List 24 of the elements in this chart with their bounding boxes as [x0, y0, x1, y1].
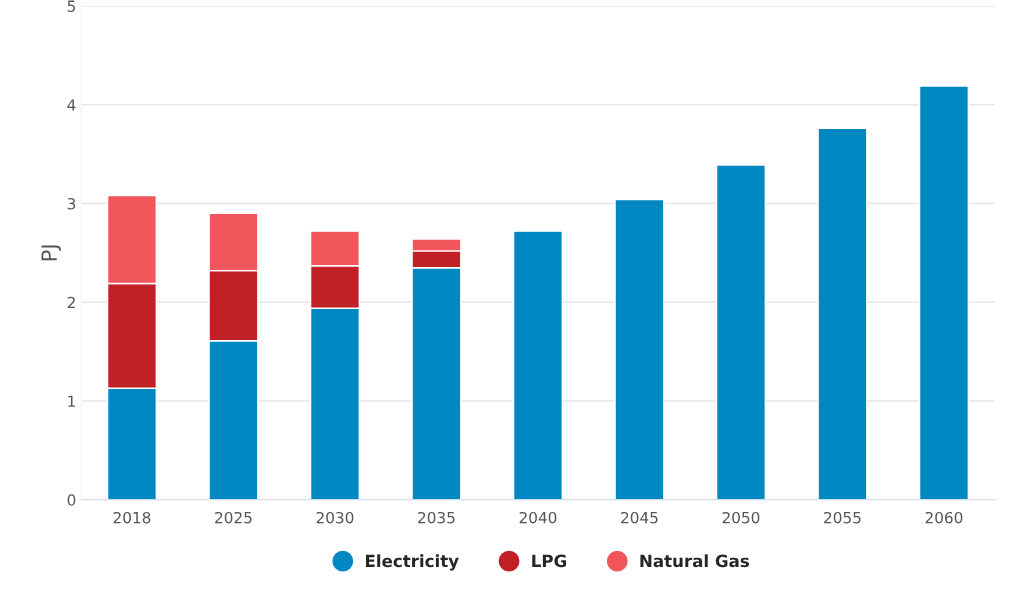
y-tick-label: 0: [67, 494, 76, 506]
x-tick-label: 2030: [316, 511, 354, 524]
y-tick-label: 2: [67, 296, 75, 309]
x-tick-label: 2060: [925, 511, 963, 524]
x-tick-label: 2025: [215, 511, 252, 524]
bar: [614, 198, 665, 500]
bar: [817, 127, 868, 500]
bar: [918, 85, 970, 500]
x-tick-label: 2035: [418, 511, 455, 524]
y-tick-label: 3: [67, 197, 76, 210]
y-tick-label: 4: [67, 99, 76, 111]
x-tick-label: 2040: [519, 511, 557, 524]
legend-label: Natural Gas: [640, 554, 749, 568]
y-tick-label: 1: [68, 395, 75, 407]
legend-label: Electricity: [365, 554, 459, 571]
bar: [715, 164, 767, 500]
x-tick-label: 2018: [113, 511, 151, 524]
x-tick-label: 2055: [824, 511, 861, 524]
legend-label: LPG: [532, 554, 567, 568]
x-tick-label: 2050: [722, 511, 760, 524]
y-tick-label: 5: [67, 0, 75, 12]
bar: [512, 230, 564, 500]
y-axis-title: PJ: [41, 245, 61, 261]
x-tick-label: 2045: [621, 511, 658, 524]
